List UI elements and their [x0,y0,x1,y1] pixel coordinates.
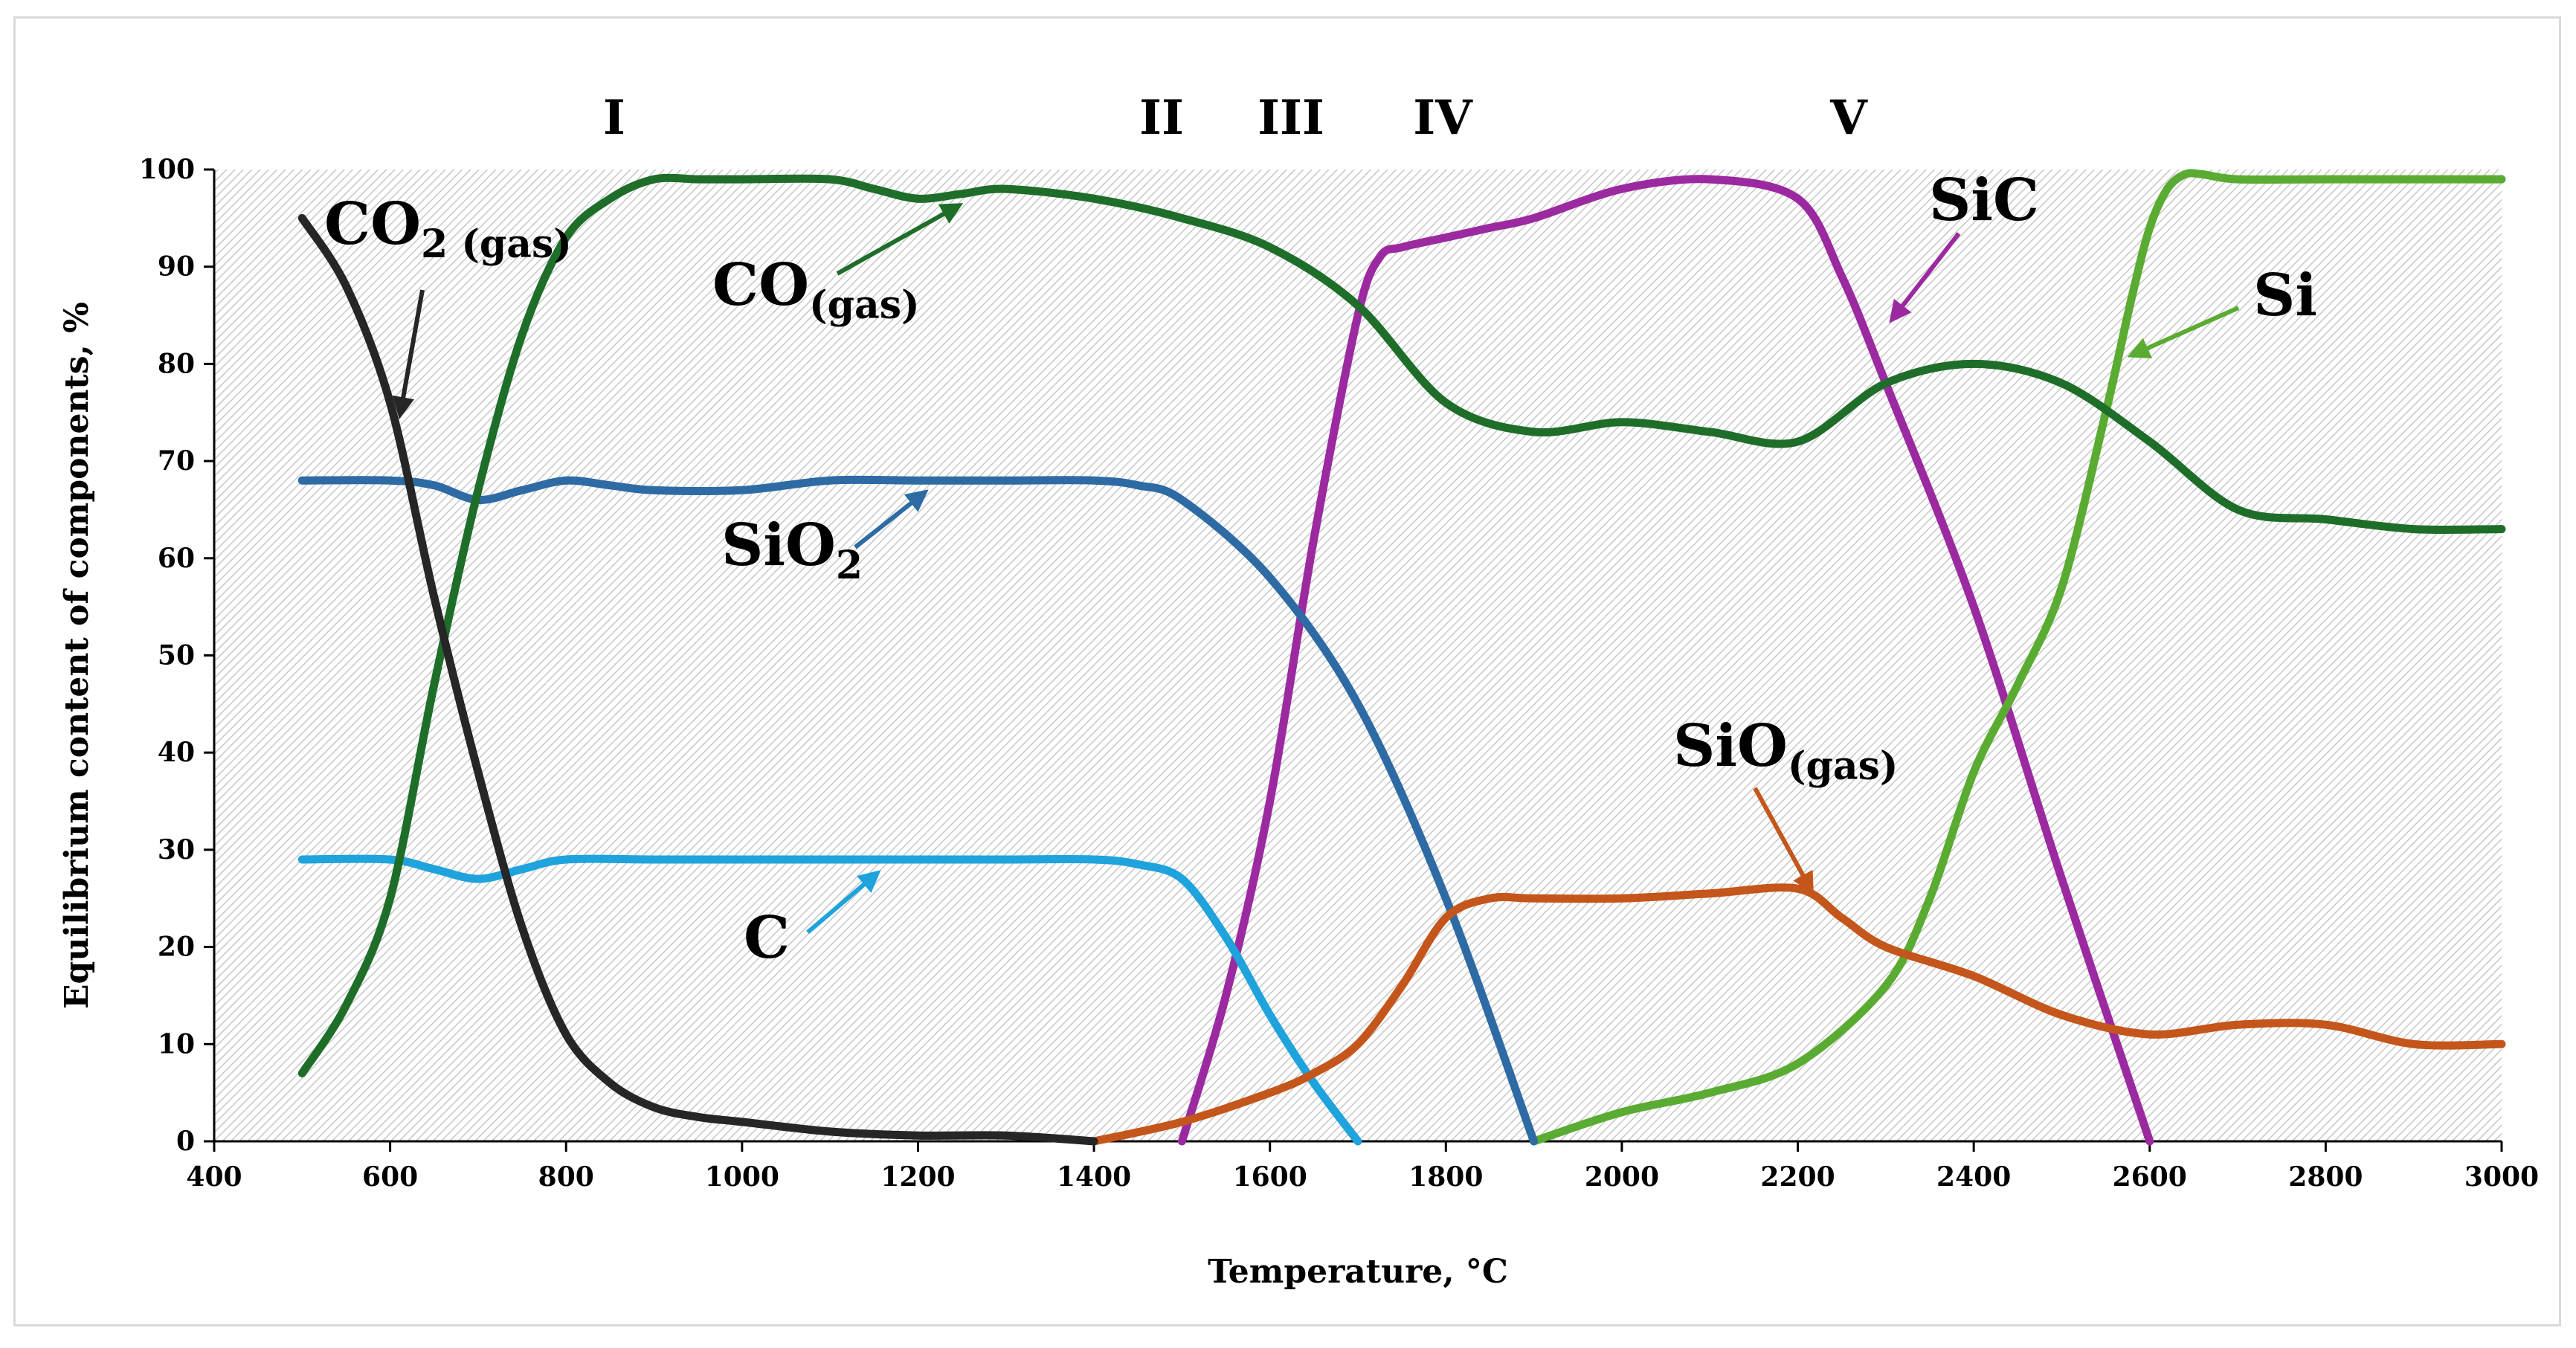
series-label-main: Si [2253,262,2317,329]
region-label-II: II [1139,90,1184,146]
axes: 400 600 800 1000 1200 1400 1600 1800 2000 2200 240… [139,154,2539,1193]
series-line-c [297,854,1362,1146]
series-label-c: C [744,904,790,972]
x-tick-label: 800 [538,1161,594,1193]
region-label-IV: IV [1413,90,1473,146]
y-tick-label: 100 [139,154,195,185]
arrow-co-gas [836,203,964,276]
series-label-main: CO [324,190,421,258]
x-tick-label: 1800 [1408,1161,1483,1193]
x-tick-label: 2800 [2288,1161,2363,1193]
series-label-main: SiC [1929,167,2039,234]
series-label-si: Si [2253,262,2317,329]
y-tick-label: 50 [158,640,195,671]
y-tick-label: 60 [158,543,195,574]
arrow-co2-gas [392,289,425,419]
region-label-V: V [1829,90,1868,146]
region-label-III: III [1258,90,1324,146]
y-tick-label: 90 [158,251,195,283]
y-tick-label: 70 [158,445,195,477]
series-label-sio2: SiO2 [721,512,863,588]
series-label-sio-gas: SiO(gas) [1673,712,1898,789]
x-tick-label: 1600 [1233,1161,1307,1193]
x-tick-label: 2400 [1936,1161,2011,1193]
series-label-sic: SiC [1929,167,2039,234]
series-line-si [1530,169,2506,1146]
series-layer [297,169,2506,1146]
y-tick-label: 20 [158,932,195,963]
series-label-main: C [744,904,790,972]
x-tick-label: 2600 [2113,1161,2187,1193]
y-tick-label: 80 [158,348,195,379]
arrow-sio-gas [1753,787,1814,895]
series-label-main: CO [712,251,809,319]
series-line-co2-gas [297,213,1098,1146]
series-label-co-gas: CO(gas) [712,251,920,328]
series-label-subscript: 2 [836,543,863,588]
series-label-main: SiO [721,512,836,579]
arrow-si [2127,306,2240,358]
x-tick-label: 3000 [2464,1161,2539,1193]
x-tick-label: 2000 [1585,1161,1659,1193]
x-axis-label: Temperature, °C [1208,1253,1508,1291]
series-label-phase: (gas) [1788,744,1899,789]
series-line-sio2 [297,475,1539,1146]
y-tick-label: 40 [158,737,195,768]
y-tick-label: 10 [158,1028,195,1060]
series-line-co-gas [297,173,2506,1077]
series-label-main: SiO [1673,712,1788,780]
x-tick-label: 1200 [880,1161,955,1193]
arrow-sio2 [854,489,929,549]
region-label-I: I [603,90,625,146]
y-tick-label: 0 [176,1126,195,1157]
series-label-co2-gas: CO2 (gas) [324,190,572,267]
series-line-sio-gas [1089,883,2506,1146]
arrow-c [806,870,881,935]
series-line-sic [1177,175,2154,1146]
x-tick-label: 400 [186,1161,242,1193]
x-tick-label: 2200 [1760,1161,1835,1193]
x-tick-label: 1400 [1057,1161,1131,1193]
series-label-phase: (gas) [809,283,920,328]
series-label-subscript: 2 [421,222,448,267]
x-tick-label: 600 [362,1161,418,1193]
y-axis-label: Equilibrium content of components, % [58,302,96,1009]
y-tick-label: 30 [158,834,195,865]
arrow-sic [1889,232,1961,323]
x-tick-label: 1000 [705,1161,779,1193]
series-label-phase: (gas) [448,222,572,267]
